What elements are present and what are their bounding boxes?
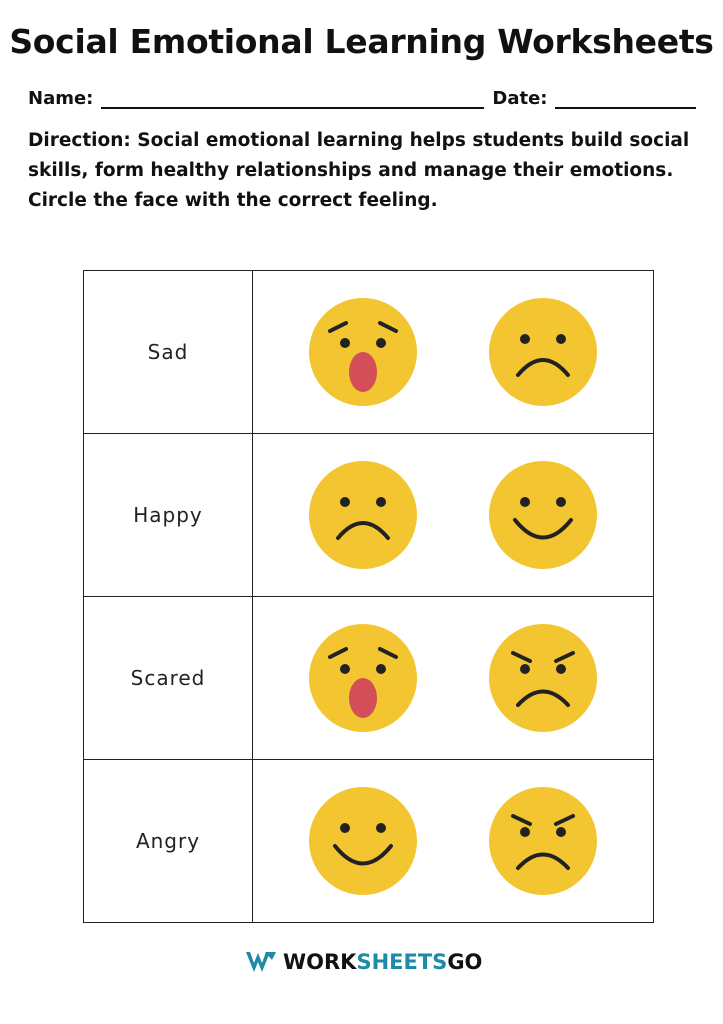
emotion-table: Sad Happy Scared Angry <box>83 270 654 923</box>
emotion-label: Scared <box>83 596 253 760</box>
happy-face-icon[interactable] <box>488 460 598 570</box>
sad-face-icon[interactable] <box>308 460 418 570</box>
table-row: Angry <box>83 759 654 923</box>
emotion-label: Sad <box>83 270 253 434</box>
date-label: Date: <box>492 88 548 109</box>
date-field[interactable] <box>555 89 696 109</box>
angry-face-icon[interactable] <box>488 786 598 896</box>
face-options <box>252 433 654 597</box>
emotion-label: Happy <box>83 433 253 597</box>
page-title: Social Emotional Learning Worksheets <box>9 22 714 61</box>
sad-face-icon[interactable] <box>488 297 598 407</box>
logo-w-icon <box>246 952 276 972</box>
table-row: Scared <box>83 596 654 760</box>
happy-face-icon[interactable] <box>308 786 418 896</box>
face-options <box>252 270 654 434</box>
name-date-row: Name: Date: <box>28 88 696 109</box>
worksheetsgo-logo: WORK SHEETS GO <box>245 950 482 974</box>
name-field[interactable] <box>101 89 485 109</box>
surprised-face-icon[interactable] <box>308 297 418 407</box>
face-options <box>252 759 654 923</box>
face-options <box>252 596 654 760</box>
emotion-label: Angry <box>83 759 253 923</box>
table-row: Sad <box>83 270 654 434</box>
directions-text: Direction: Social emotional learning hel… <box>28 130 690 211</box>
name-label: Name: <box>28 88 94 109</box>
surprised-face-icon[interactable] <box>308 623 418 733</box>
angry-face-icon[interactable] <box>488 623 598 733</box>
table-row: Happy <box>83 433 654 597</box>
